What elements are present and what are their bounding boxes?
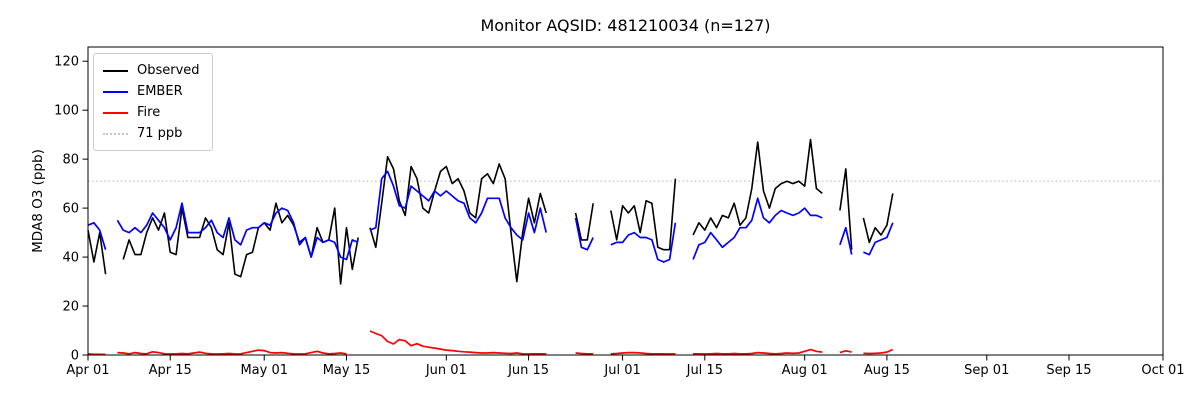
series-line-fire <box>117 349 347 355</box>
legend-line-sample <box>103 69 128 72</box>
x-tick-label: Aug 15 <box>864 363 910 378</box>
series-line-observed <box>692 138 823 236</box>
series-line-fire <box>610 351 676 355</box>
legend-line-sample <box>103 132 128 135</box>
series-line-fire <box>693 348 823 355</box>
series-line-ember <box>369 170 548 241</box>
x-tick-label: Oct 01 <box>1141 363 1184 378</box>
series-line-fire <box>87 352 106 356</box>
x-tick-label: Sep 01 <box>964 363 1009 378</box>
y-tick-label: 120 <box>54 55 79 70</box>
x-tick-label: Jun 15 <box>507 363 549 378</box>
legend-line-sample <box>103 90 128 93</box>
x-tick-label: May 15 <box>323 363 371 378</box>
legend-item-71-ppb: 71 ppb <box>103 123 200 144</box>
series-line-ember <box>839 226 853 255</box>
series-line-fire <box>839 349 852 354</box>
y-tick-label: 20 <box>62 300 79 315</box>
series-line-ember <box>863 222 894 256</box>
series-line-fire <box>575 352 594 355</box>
series-line-ember <box>692 197 823 260</box>
series-line-observed <box>369 155 547 283</box>
x-tick-label: Apr 01 <box>66 363 109 378</box>
series-line-fire <box>369 330 547 355</box>
y-tick-label: 100 <box>54 104 79 119</box>
legend: Observed EMBER Fire 71 ppb <box>93 53 213 151</box>
legend-item-ember: EMBER <box>103 81 200 102</box>
series-line-observed <box>610 178 677 251</box>
x-tick-label: Jul 15 <box>686 363 723 378</box>
y-tick-label: 80 <box>62 153 79 168</box>
legend-item-observed: Observed <box>103 60 200 81</box>
y-tick-label: 0 <box>71 349 79 364</box>
page-title: Monitor AQSID: 481210034 (n=127) <box>480 16 771 35</box>
y-tick-label: 40 <box>62 251 79 266</box>
legend-line-sample <box>103 111 128 114</box>
series-line-observed <box>839 168 853 250</box>
series-line-ember <box>574 217 594 251</box>
series-line-observed <box>862 193 894 244</box>
series-line-ember <box>610 222 677 263</box>
x-tick-label: Sep 15 <box>1046 363 1091 378</box>
series-line-ember <box>116 202 359 261</box>
legend-item-label: Observed <box>137 63 200 78</box>
legend-item-label: EMBER <box>137 84 183 99</box>
series-line-fire <box>863 348 894 355</box>
series-line-observed <box>574 203 594 241</box>
axes-box <box>87 46 1164 356</box>
legend-item-fire: Fire <box>103 102 200 123</box>
x-tick-label: Jul 01 <box>603 363 640 378</box>
x-tick-label: Aug 01 <box>782 363 828 378</box>
x-tick-label: Apr 15 <box>149 363 192 378</box>
legend-item-label: 71 ppb <box>137 126 183 141</box>
x-tick-label: Jun 01 <box>425 363 467 378</box>
series-line-observed <box>87 229 107 275</box>
series-line-ember <box>87 221 107 250</box>
x-tick-label: May 01 <box>240 363 288 378</box>
series-line-observed <box>122 202 359 285</box>
y-tick-label: 60 <box>62 202 79 217</box>
legend-item-label: Fire <box>137 105 161 120</box>
